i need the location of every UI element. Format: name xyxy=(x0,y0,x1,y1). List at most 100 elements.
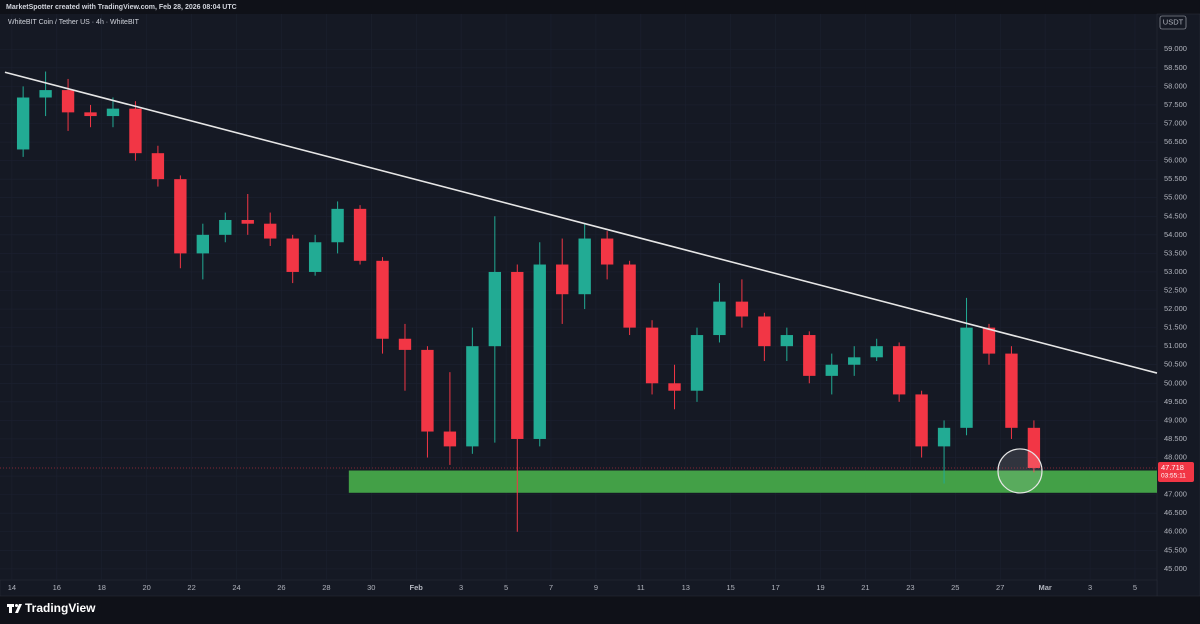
y-tick-label: 56.000 xyxy=(1164,156,1187,165)
candle xyxy=(353,205,367,265)
candle xyxy=(443,372,457,465)
candle-body xyxy=(286,238,299,272)
candle xyxy=(196,223,210,280)
candle-body xyxy=(713,301,726,336)
candle-body xyxy=(556,264,569,295)
candle-body xyxy=(780,335,794,347)
candle xyxy=(1027,420,1041,473)
last-price-label: 47.718 xyxy=(1161,463,1184,472)
x-tick-label: 26 xyxy=(277,583,285,592)
x-tick-label: 13 xyxy=(682,583,690,592)
candle-body xyxy=(353,208,367,261)
y-tick-label: 54.500 xyxy=(1164,211,1187,220)
y-tick-label: 47.000 xyxy=(1164,490,1187,499)
candle xyxy=(331,201,344,254)
candle-body xyxy=(825,364,838,376)
x-tick-label: 5 xyxy=(504,583,508,592)
footer-brand: TradingView xyxy=(25,601,96,615)
candle-body xyxy=(892,346,906,395)
candle-body xyxy=(151,153,165,180)
candle-body xyxy=(106,108,120,117)
x-tick-label: 24 xyxy=(232,583,240,592)
candle-body xyxy=(1005,353,1018,428)
candle xyxy=(421,346,434,458)
x-tick-label: 20 xyxy=(143,583,151,592)
y-tick-label: 59.000 xyxy=(1164,44,1187,53)
candle-body xyxy=(1027,427,1041,468)
candle-body xyxy=(690,335,704,391)
x-tick-label: 11 xyxy=(637,583,645,592)
candle-body xyxy=(466,346,479,447)
candle xyxy=(645,320,659,395)
candle xyxy=(578,223,591,310)
candle-body xyxy=(982,327,996,354)
y-tick-label: 55.000 xyxy=(1164,193,1187,202)
x-tick-label: 5 xyxy=(1133,583,1137,592)
y-tick-label: 57.500 xyxy=(1164,100,1187,109)
y-tick-label: 53.500 xyxy=(1164,248,1187,257)
x-tick-label: 25 xyxy=(951,583,959,592)
y-tick-label: 58.000 xyxy=(1164,81,1187,90)
candle xyxy=(151,145,165,187)
candle xyxy=(623,260,636,336)
candle xyxy=(84,104,97,128)
candle xyxy=(286,234,299,284)
candle-body xyxy=(578,238,591,295)
price-axis xyxy=(1156,13,1200,597)
y-tick-label: 49.000 xyxy=(1164,415,1187,424)
candle-body xyxy=(511,271,524,439)
x-tick-label: 9 xyxy=(594,583,598,592)
x-tick-label: 21 xyxy=(861,583,869,592)
x-tick-label: 22 xyxy=(187,583,195,592)
candle-body xyxy=(668,383,681,391)
logo-shape xyxy=(15,604,22,613)
candle-body xyxy=(443,431,457,447)
candle xyxy=(735,279,749,328)
candle-body xyxy=(308,242,322,272)
x-tick-label: 19 xyxy=(816,583,824,592)
candle xyxy=(713,283,726,343)
candle-body xyxy=(84,112,97,117)
candle-body xyxy=(129,108,142,154)
candle xyxy=(106,97,120,128)
y-tick-label: 55.500 xyxy=(1164,174,1187,183)
candle-body xyxy=(758,316,771,347)
x-tick-label: Mar xyxy=(1038,583,1051,592)
candle xyxy=(915,390,928,458)
candle xyxy=(870,338,883,362)
plot xyxy=(0,14,1158,580)
candle-body xyxy=(533,264,546,439)
x-tick-label: 28 xyxy=(322,583,330,592)
candle xyxy=(488,216,502,443)
candle xyxy=(16,86,30,157)
x-tick-label: 18 xyxy=(98,583,106,592)
currency-box[interactable] xyxy=(1159,15,1187,30)
candle-body xyxy=(623,264,636,328)
x-tick-label: 27 xyxy=(996,583,1004,592)
symbol-title: WhiteBIT Coin / Tether US · 4h · WhiteBI… xyxy=(8,19,140,26)
y-tick-label: 58.500 xyxy=(1164,63,1187,72)
x-tick-label: 3 xyxy=(1088,583,1092,592)
y-tick-label: 48.000 xyxy=(1164,453,1187,462)
candle-body xyxy=(264,223,277,239)
candle xyxy=(982,323,996,365)
candle-body xyxy=(174,179,187,254)
candle xyxy=(174,175,187,269)
y-tick-label: 51.000 xyxy=(1164,341,1187,350)
candle xyxy=(960,297,973,436)
candle-body xyxy=(241,219,254,224)
candle xyxy=(668,364,681,410)
candle xyxy=(1005,346,1018,439)
candle xyxy=(533,242,546,447)
candle-body xyxy=(645,327,659,384)
highlight-circle xyxy=(997,448,1043,494)
candle-body xyxy=(735,301,749,317)
plot-area xyxy=(0,14,1157,580)
candle-body xyxy=(331,208,344,243)
candle-body xyxy=(960,327,973,428)
y-tick-label: 52.500 xyxy=(1164,285,1187,294)
time-axis xyxy=(0,579,1158,597)
y-tick-label: 45.500 xyxy=(1164,545,1187,554)
x-tick-label: 15 xyxy=(727,583,735,592)
